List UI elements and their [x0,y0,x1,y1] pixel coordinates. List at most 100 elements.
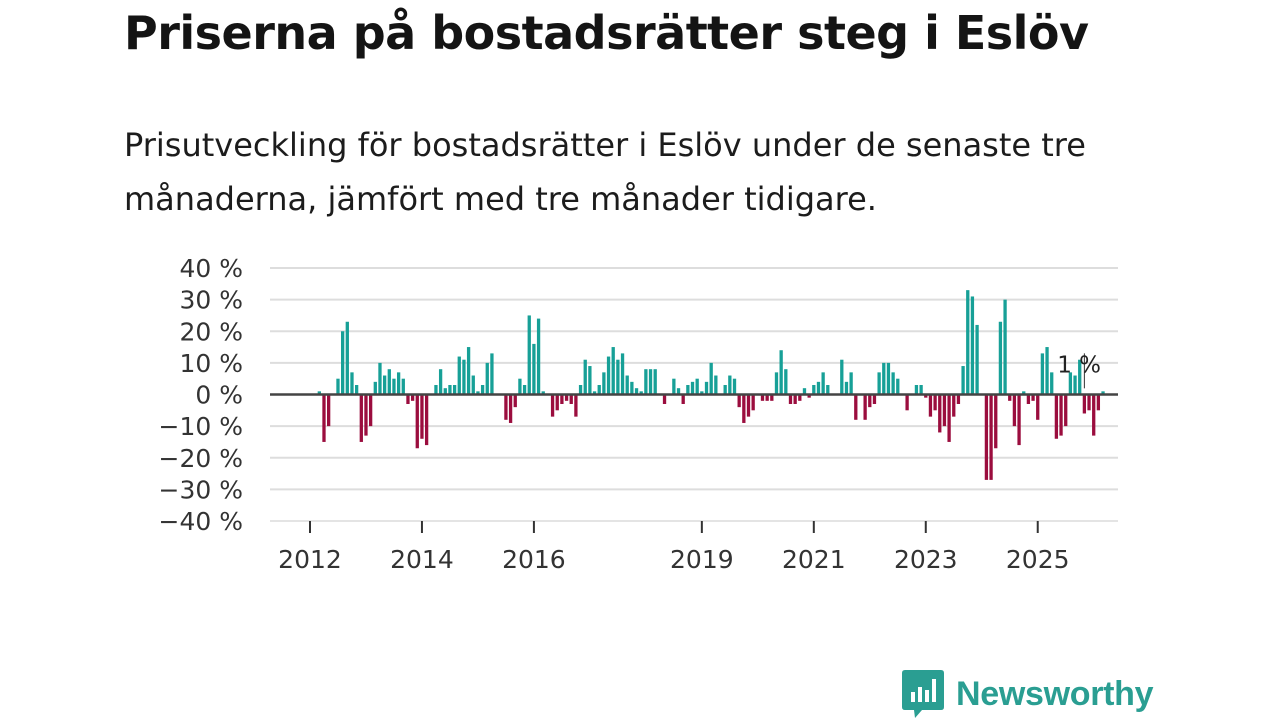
bar [438,369,443,395]
bar [770,394,774,401]
bar [341,331,345,395]
bar [1101,391,1105,395]
bar [639,391,643,395]
bar [723,385,727,395]
bar [443,388,447,395]
bar [1064,394,1068,427]
bar [970,296,975,395]
bar [592,391,597,395]
bar [802,388,807,395]
bar [891,372,895,395]
bar [947,394,951,442]
bar [359,394,363,442]
bar [452,385,457,395]
bar [555,394,559,411]
bar [1036,394,1040,420]
bar [634,388,639,395]
bar [774,372,779,395]
bar [354,385,359,395]
bar [938,394,942,433]
bar [882,362,886,395]
bar [532,343,536,395]
bar [886,362,891,395]
bar [1031,394,1035,401]
bar [480,385,485,395]
bar [392,378,396,395]
bar [420,394,424,439]
y-tick-label: −20 % [159,444,243,473]
bar [508,394,513,423]
bar [709,362,713,395]
bar [1082,394,1087,414]
bar [401,378,405,395]
bar [490,353,494,395]
brand-logo: Newsworthy [902,670,1154,718]
bar-chart: 40 %30 %20 %10 %0 %−10 %−20 %−30 %−40 % … [159,254,1118,574]
y-tick-label: 20 % [179,317,243,346]
bar [434,385,438,395]
bar [779,350,783,395]
bar [690,381,695,395]
bar [1026,394,1031,404]
bar [569,394,573,404]
bar [588,366,592,395]
bar [798,394,802,401]
bar [714,375,718,395]
bar [1045,347,1049,395]
bar [541,391,545,395]
bar [896,378,900,395]
bar [919,385,923,395]
bar [1017,394,1021,446]
bar [662,394,667,404]
bar [611,347,615,395]
bar [695,378,699,395]
y-tick-label: −40 % [159,507,243,536]
bar [462,359,466,395]
bar [793,394,797,404]
bar [956,394,961,404]
bar [1092,394,1096,436]
bar [471,375,475,395]
bar [396,372,401,395]
bar [942,394,947,427]
bar [424,394,429,446]
bar [672,378,676,395]
bar [1012,394,1017,427]
x-tick-label: 2016 [502,545,566,574]
bar [387,369,391,395]
y-tick-label: 40 % [179,254,243,283]
x-tick-label: 2012 [278,545,342,574]
y-axis-labels: 40 % 30 %20 % 10 % 0 %−10 % −20 %−30 % −40 % [159,254,243,536]
bar [807,394,811,398]
bar [504,394,508,420]
bar [527,315,531,395]
bar [606,356,611,395]
bar [336,378,340,395]
bar [574,394,578,417]
bar [1073,375,1077,395]
y-tick-label: −30 % [159,475,243,504]
bar [914,385,919,395]
bar [602,372,606,395]
bar [1059,394,1063,436]
bar [700,391,704,395]
bar [513,394,517,408]
bar [327,394,331,427]
bar [1087,394,1091,411]
bar [961,366,965,395]
bar [994,394,998,449]
bar [476,391,480,395]
bar [457,356,461,395]
bar [620,353,625,395]
bar [872,394,877,404]
bar [625,375,629,395]
bar [728,375,732,395]
bar [966,290,970,395]
bar [550,394,555,417]
bar [1003,299,1007,395]
bar [877,372,881,395]
x-tick-label: 2014 [390,545,454,574]
bar [844,381,849,395]
bar [410,394,415,401]
bar [765,394,769,401]
